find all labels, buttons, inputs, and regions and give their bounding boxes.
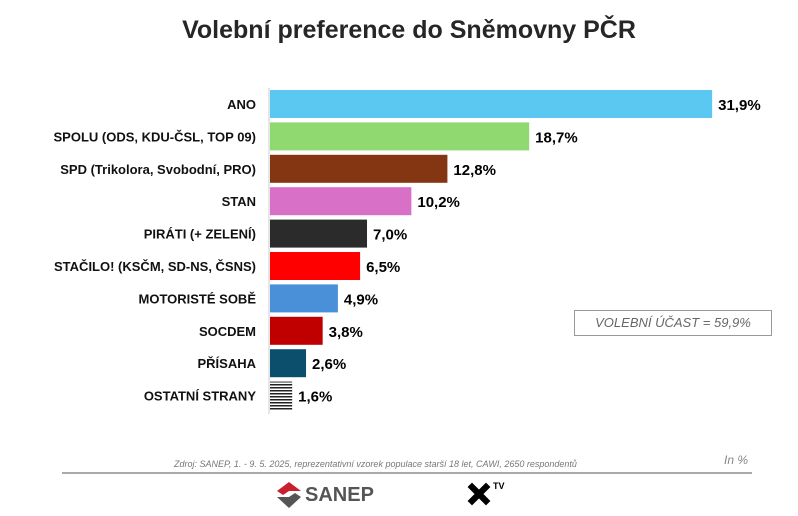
bar bbox=[270, 187, 412, 216]
value-label: 1,6% bbox=[298, 389, 332, 406]
category-label: MOTORISTÉ SOBĚ bbox=[139, 291, 257, 306]
bar bbox=[270, 219, 368, 248]
unit-label: In % bbox=[724, 453, 749, 467]
category-label: SPD (Trikolora, Svobodní, PRO) bbox=[60, 162, 256, 177]
value-label: 7,0% bbox=[373, 227, 407, 244]
sanep-logo-text: SANEP bbox=[305, 483, 374, 506]
xtv-logo-text: TV bbox=[493, 481, 505, 491]
value-label: 10,2% bbox=[417, 194, 460, 211]
bar bbox=[270, 349, 307, 378]
category-label: STAČILO! (KSČM, SD-NS, ČSNS) bbox=[54, 259, 256, 274]
category-label: PŘÍSAHA bbox=[197, 356, 256, 371]
category-label: SPOLU (ODS, KDU-ČSL, TOP 09) bbox=[54, 129, 257, 144]
category-label: STAN bbox=[222, 194, 256, 209]
value-label: 12,8% bbox=[453, 162, 496, 179]
category-label: OSTATNÍ STRANY bbox=[144, 389, 257, 404]
sanep-logo: SANEP bbox=[275, 481, 374, 509]
xtv-logo: TV bbox=[466, 481, 505, 507]
turnout-annotation: VOLEBNÍ ÚČAST = 59,9% bbox=[574, 310, 772, 336]
value-label: 4,9% bbox=[344, 291, 378, 308]
value-label: 2,6% bbox=[312, 356, 346, 373]
bar bbox=[270, 90, 713, 118]
bar bbox=[270, 284, 338, 313]
category-label: ANO bbox=[227, 97, 256, 112]
category-label: PIRÁTI (+ ZELENÍ) bbox=[144, 227, 256, 242]
value-label: 18,7% bbox=[535, 129, 578, 146]
source-note: Zdroj: SANEP, 1. - 9. 5. 2025, reprezent… bbox=[174, 459, 577, 469]
value-label: 3,8% bbox=[329, 324, 363, 341]
divider bbox=[62, 472, 752, 474]
bar bbox=[270, 316, 323, 345]
value-label: 31,9% bbox=[718, 97, 761, 114]
sanep-logo-icon bbox=[277, 482, 301, 508]
bar bbox=[270, 122, 530, 151]
x-logo-icon bbox=[467, 482, 491, 506]
bar bbox=[270, 252, 361, 280]
chart-title: Volební preference do Sněmovny PČR bbox=[182, 16, 636, 44]
category-label: SOCDEM bbox=[199, 324, 256, 339]
bar bbox=[270, 154, 448, 183]
bar bbox=[270, 381, 293, 410]
value-label: 6,5% bbox=[366, 259, 400, 276]
